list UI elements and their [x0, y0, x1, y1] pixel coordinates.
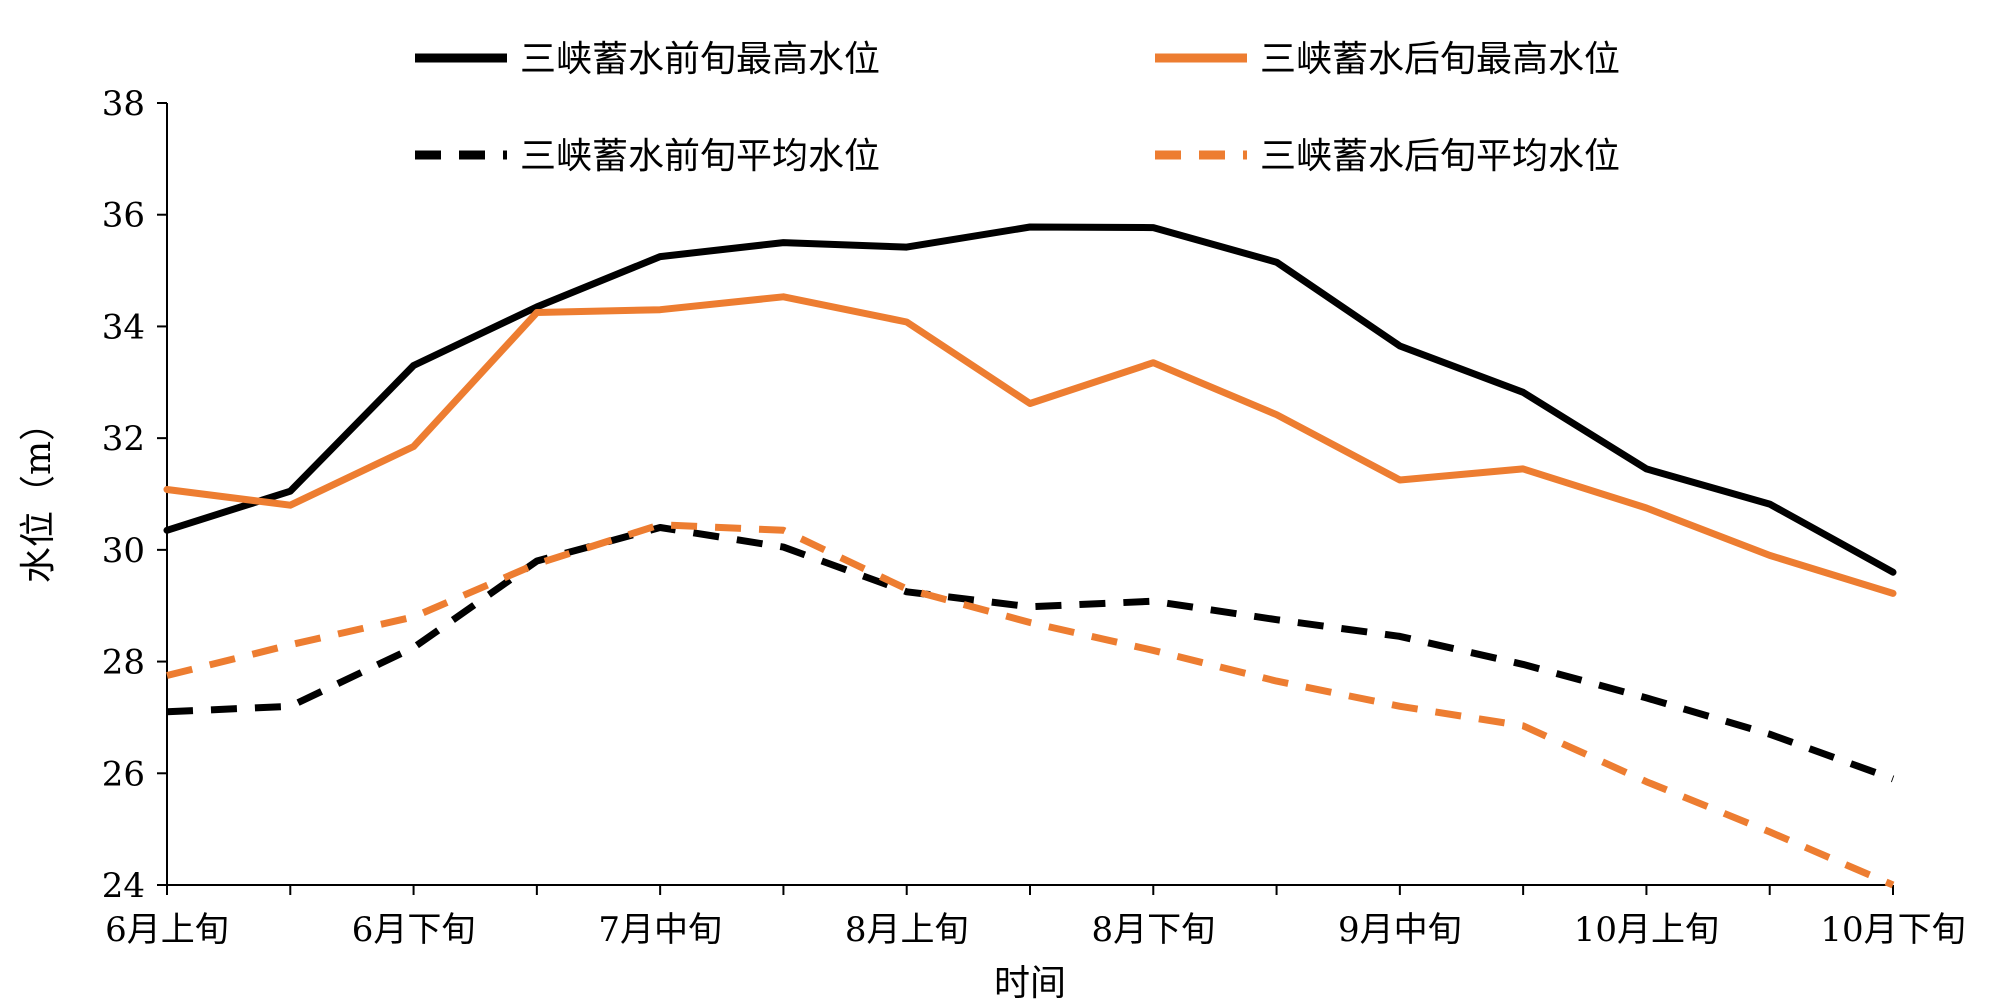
y-tick-label: 28 [102, 643, 145, 683]
series-line-4 [166, 521, 1895, 889]
legend-label-3: 三峡蓄水前旬平均水位 [520, 136, 880, 177]
legend-label-1: 三峡蓄水前旬最高水位 [520, 39, 880, 80]
y-tick-label: 24 [102, 866, 145, 906]
series-lines [163, 223, 1897, 889]
x-ticks: 6月上旬 6月下旬 7月中旬 8月上旬 8月下旬 9月中旬 10月上旬 10月下旬 [105, 885, 1966, 950]
x-axis-title: 时间 [994, 963, 1066, 1004]
y-tick-label: 30 [102, 531, 145, 571]
series-line-2 [163, 293, 1897, 597]
y-ticks: 24 26 28 30 32 34 36 38 [102, 84, 167, 906]
legend-label-2: 三峡蓄水后旬最高水位 [1260, 39, 1620, 80]
y-tick-label: 32 [102, 419, 145, 459]
y-axis-title: 水位（m） [18, 405, 59, 583]
series-line-3 [166, 524, 1895, 783]
x-tick-label: 9月中旬 [1338, 910, 1462, 950]
y-tick-label: 36 [102, 196, 145, 236]
x-tick-label: 10月上旬 [1574, 910, 1719, 950]
y-tick-label: 34 [102, 307, 145, 347]
x-tick-label: 8月上旬 [845, 910, 969, 950]
x-tick-label: 8月下旬 [1091, 910, 1215, 950]
y-tick-label: 26 [102, 754, 145, 794]
axes [166, 103, 1893, 886]
x-tick-label: 10月下旬 [1820, 910, 1965, 950]
legend-label-4: 三峡蓄水后旬平均水位 [1260, 136, 1620, 177]
x-tick-label: 7月中旬 [598, 910, 722, 950]
series-line-1 [163, 223, 1897, 576]
y-tick-label: 38 [102, 84, 145, 124]
x-tick-label: 6月下旬 [352, 910, 476, 950]
x-tick-label: 6月上旬 [105, 910, 229, 950]
